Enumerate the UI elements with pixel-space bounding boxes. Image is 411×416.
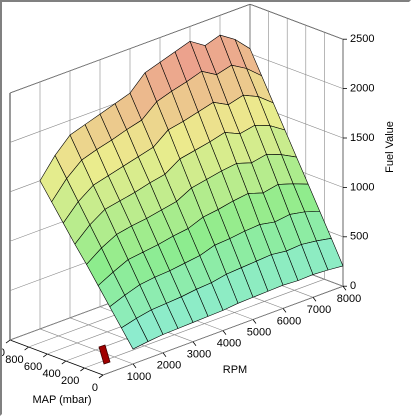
y-tick	[24, 346, 29, 351]
y-tick-label: 200	[61, 375, 79, 387]
surface-cell	[121, 318, 149, 350]
x-tick-label: 8000	[337, 293, 361, 305]
y-tick-label: 0	[92, 382, 98, 394]
cursor-marker	[98, 344, 111, 365]
x-tick	[282, 308, 287, 313]
z-tick-label: 1500	[350, 132, 374, 144]
x-tick-label: 6000	[277, 315, 301, 327]
x-grid-line	[39, 328, 134, 365]
x-tick	[192, 341, 197, 346]
x-tick	[222, 330, 227, 335]
y-tick	[61, 360, 67, 365]
x-grid-line	[69, 317, 164, 354]
x-tick-label: 7000	[307, 304, 331, 316]
y-tick	[42, 353, 48, 358]
z-tick-label: 0	[350, 280, 356, 292]
z-tick-label: 2000	[350, 83, 374, 95]
y-tick-label: 400	[42, 368, 60, 380]
y-tick	[98, 374, 104, 379]
y-grid-line	[84, 278, 325, 369]
surface	[39, 34, 344, 350]
y-tick-label: 1000	[2, 347, 5, 359]
x-tick	[342, 285, 347, 291]
z-tick-label: 1000	[350, 181, 374, 193]
x-tick	[312, 297, 317, 302]
y-tick-label: 600	[24, 361, 42, 373]
y-tick-label: 800	[5, 354, 23, 366]
x-tick-label: 2000	[157, 360, 181, 372]
y-tick	[80, 367, 85, 372]
axis-labels: 1000200030004000500060007000800002004006…	[2, 33, 374, 394]
box-edge	[9, 339, 104, 376]
z-axis-title: Fuel Value	[384, 121, 396, 173]
x-tick	[132, 363, 137, 369]
x-tick	[252, 319, 257, 324]
z-grid-line	[249, 3, 344, 40]
x-tick	[162, 352, 167, 358]
y-tick	[5, 339, 11, 344]
x-tick-label: 5000	[247, 326, 271, 338]
x-tick-label: 3000	[187, 349, 211, 361]
x-tick-label: 1000	[127, 371, 151, 383]
z-grid-line	[249, 53, 344, 89]
z-tick-label: 2500	[350, 33, 374, 45]
y-axis-title: MAP (mbar)	[32, 394, 91, 406]
x-tick-label: 4000	[217, 338, 241, 350]
x-axis-title: RPM	[223, 364, 247, 376]
z-tick-label: 500	[350, 231, 368, 243]
